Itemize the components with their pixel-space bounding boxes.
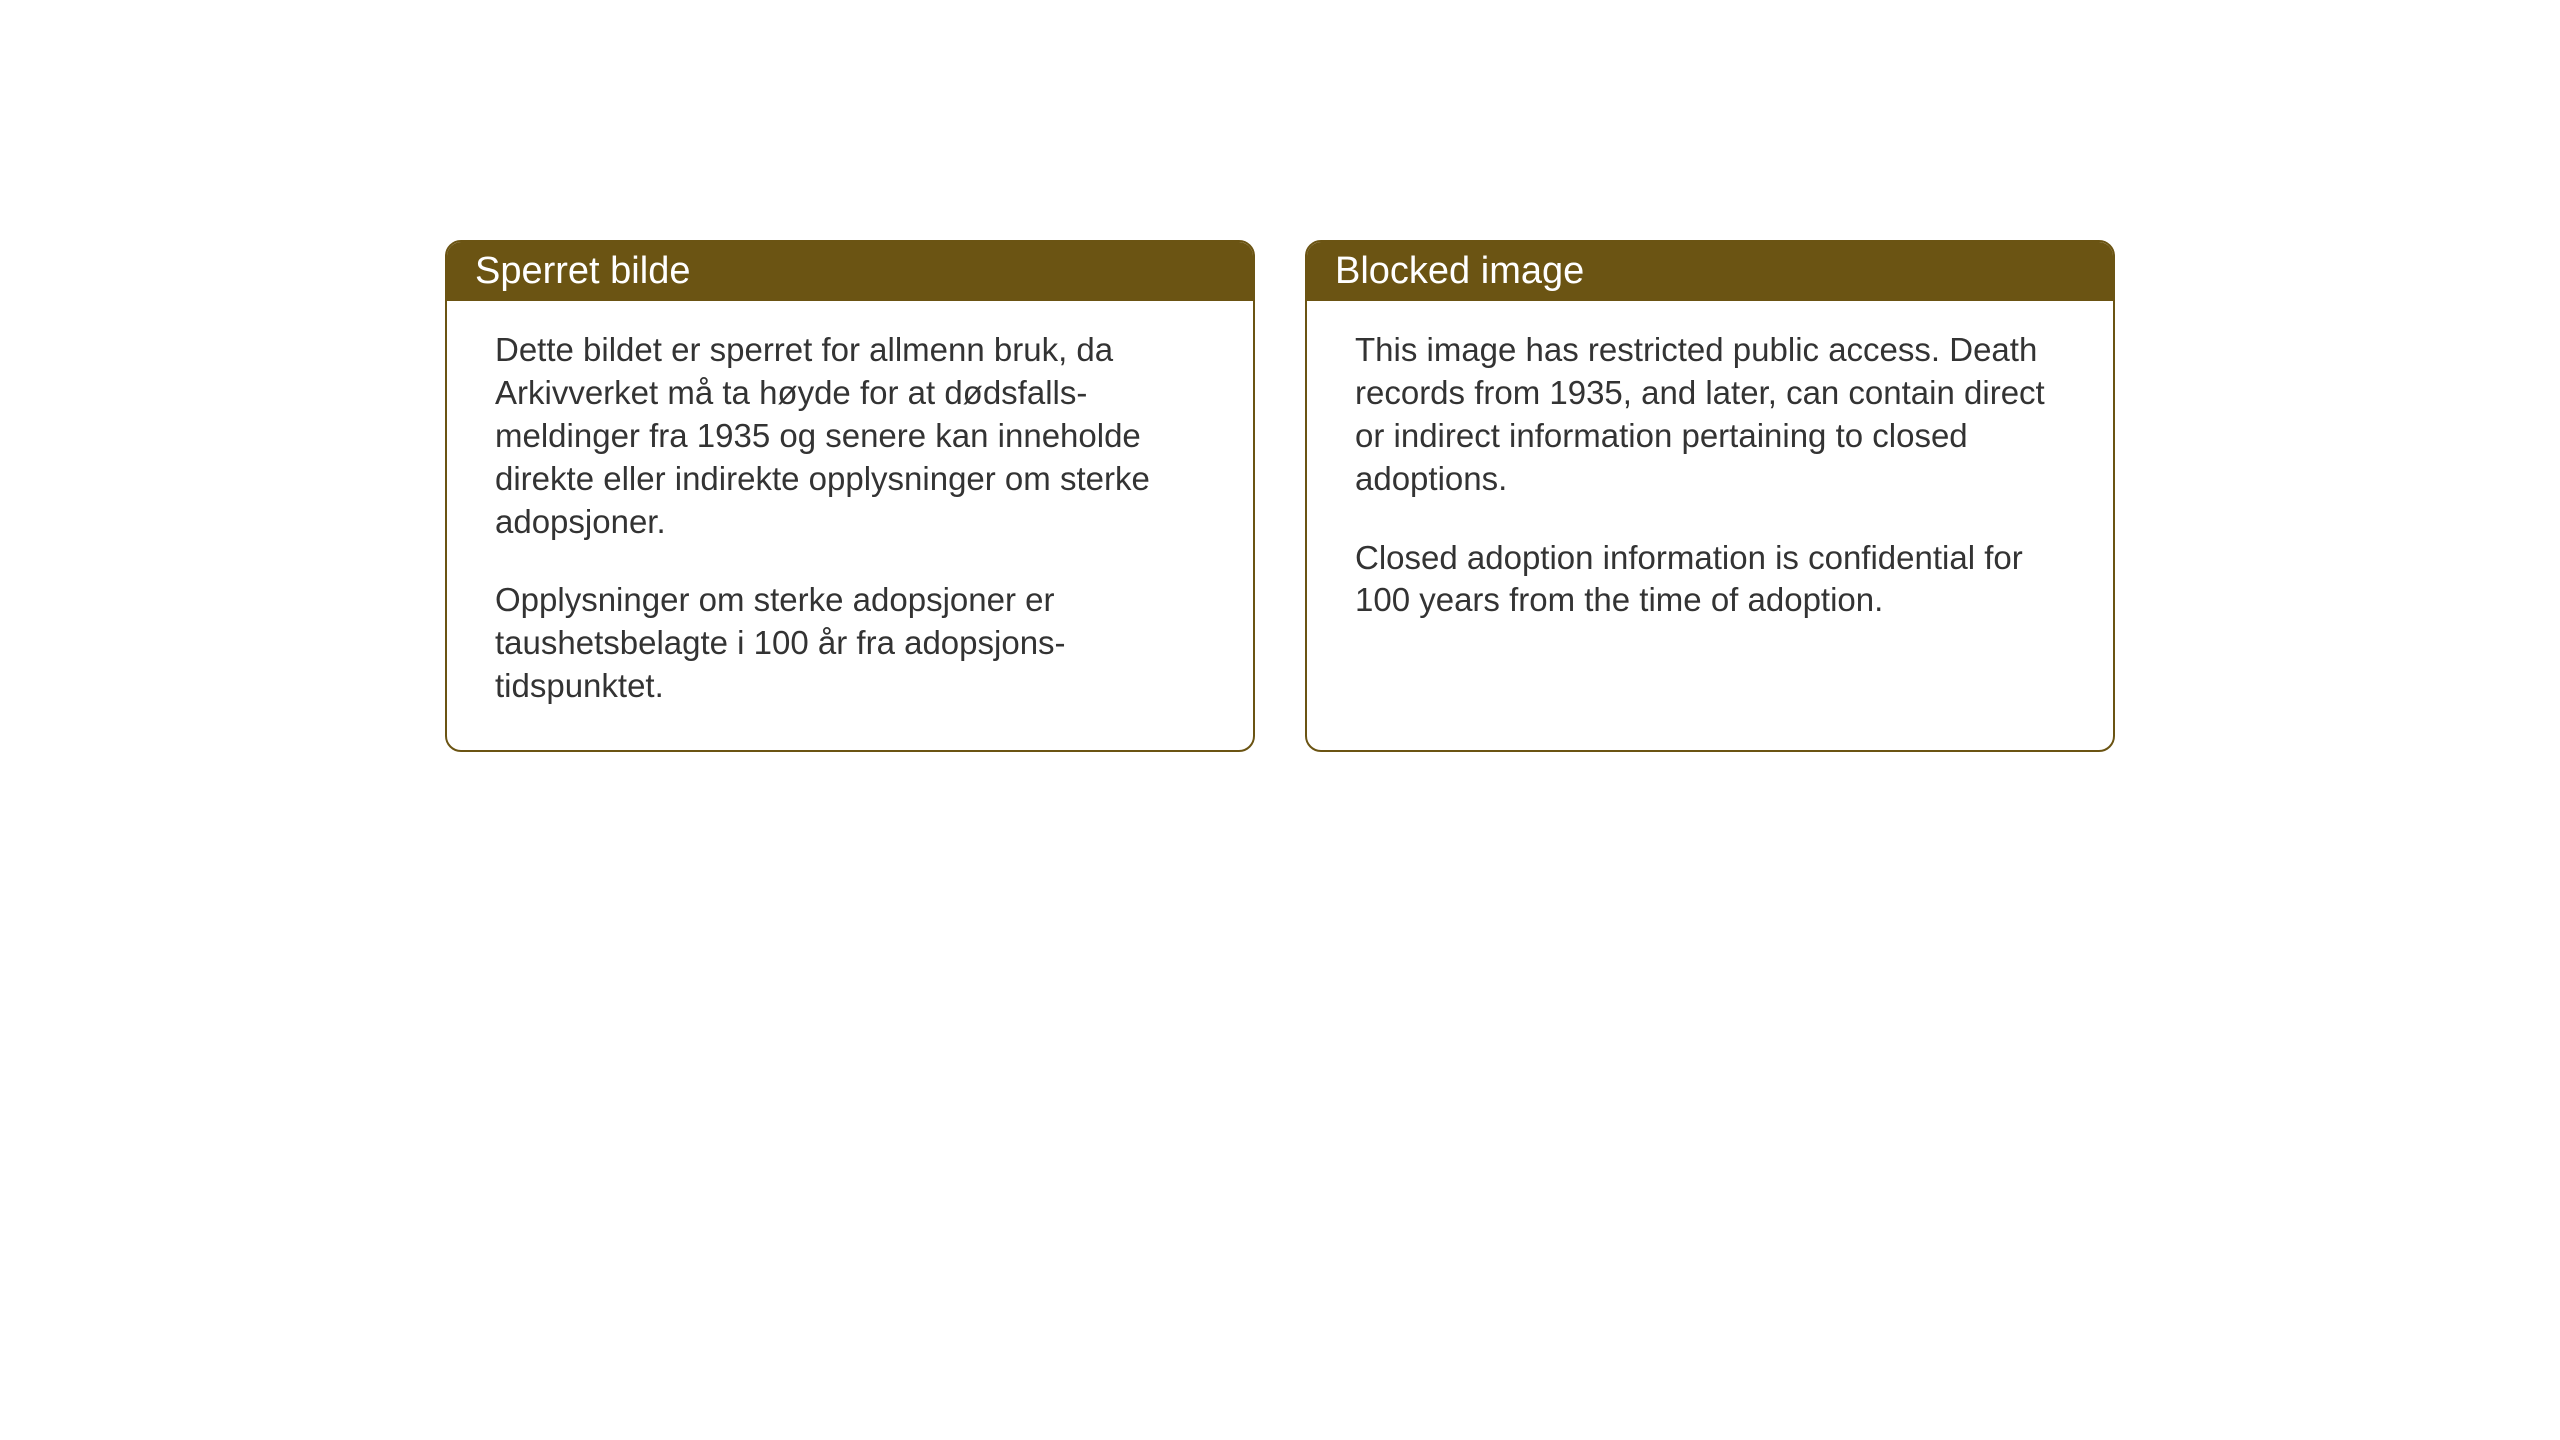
notice-paragraph: Dette bildet er sperret for allmenn bruk… <box>495 329 1205 543</box>
notice-paragraph: Closed adoption information is confident… <box>1355 537 2065 623</box>
notice-body-english: This image has restricted public access.… <box>1307 301 2113 664</box>
notice-body-norwegian: Dette bildet er sperret for allmenn bruk… <box>447 301 1253 750</box>
notice-paragraph: Opplysninger om sterke adopsjoner er tau… <box>495 579 1205 708</box>
notice-header-norwegian: Sperret bilde <box>447 242 1253 301</box>
notice-header-english: Blocked image <box>1307 242 2113 301</box>
notice-box-norwegian: Sperret bilde Dette bildet er sperret fo… <box>445 240 1255 752</box>
notice-box-english: Blocked image This image has restricted … <box>1305 240 2115 752</box>
notice-paragraph: This image has restricted public access.… <box>1355 329 2065 501</box>
notice-container: Sperret bilde Dette bildet er sperret fo… <box>0 0 2560 752</box>
